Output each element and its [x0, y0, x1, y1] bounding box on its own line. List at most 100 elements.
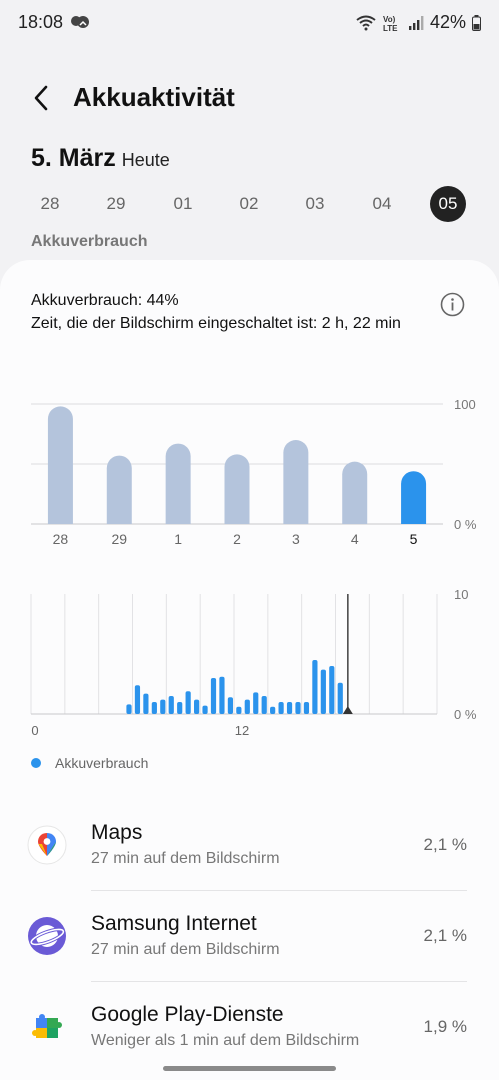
battery-icon — [472, 14, 481, 31]
back-button[interactable] — [24, 80, 58, 116]
usage-card — [0, 260, 499, 1080]
app-list: Maps 27 min auf dem Bildschirm 2,1 % Sam… — [0, 800, 499, 1073]
y-tick-label: 100 — [454, 397, 476, 412]
signal-icon — [408, 15, 424, 30]
hourly-bar — [295, 702, 301, 714]
x-tick-label: 0 — [31, 723, 38, 738]
app-item-google-play-services[interactable]: Google Play-Dienste Weniger als 1 min au… — [0, 982, 499, 1073]
hourly-bar — [261, 696, 267, 714]
hourly-bar — [219, 676, 225, 714]
hourly-bar — [126, 704, 132, 714]
volte-icon: Vo) LTE — [383, 15, 398, 32]
status-bar: 18:08 Vo) LTE 42% — [0, 0, 499, 48]
hourly-bar — [320, 669, 326, 714]
usage-summary: Akkuverbrauch: 44% Zeit, die der Bildsch… — [31, 289, 401, 335]
app-name: Samsung Internet — [91, 912, 257, 935]
header: Akkuaktivität — [0, 72, 499, 124]
x-tick-label: 5 — [410, 531, 418, 547]
hourly-bar — [329, 666, 335, 714]
day-item[interactable]: 04 — [372, 194, 392, 213]
usage-line: Akkuverbrauch: 44% — [31, 292, 179, 309]
hourly-bar — [185, 691, 191, 714]
hourly-bar — [177, 702, 183, 714]
x-tick-label: 4 — [351, 531, 359, 547]
app-percent: 2,1 % — [423, 835, 467, 854]
app-screen-time: Weniger als 1 min auf dem Bildschirm — [91, 1032, 360, 1049]
app-screen-time: 27 min auf dem Bildschirm — [91, 850, 280, 867]
date-heading: 5. März Heute — [31, 144, 170, 173]
daily-bar — [106, 455, 132, 524]
section-label: Akkuverbrauch — [31, 233, 148, 250]
legend-dot — [31, 758, 41, 768]
daily-bar — [165, 443, 191, 524]
hourly-bar — [151, 702, 157, 714]
status-time: 18:08 — [18, 12, 64, 32]
daily-bar — [47, 406, 73, 524]
y-tick-label: 10 — [454, 587, 468, 602]
battery-percent: 42% — [429, 12, 466, 32]
hourly-bar — [194, 699, 200, 714]
app-item-samsung-internet[interactable]: Samsung Internet 27 min auf dem Bildschi… — [0, 891, 499, 982]
hourly-bar — [312, 660, 318, 714]
wifi-icon — [356, 15, 376, 30]
x-tick-label: 29 — [111, 531, 127, 547]
hourly-bar — [168, 696, 174, 714]
x-tick-label: 12 — [235, 723, 249, 738]
x-tick-label: 28 — [53, 531, 69, 547]
app-item-maps[interactable]: Maps 27 min auf dem Bildschirm 2,1 % — [0, 800, 499, 891]
date-sub: Heute — [121, 150, 170, 170]
daily-bar — [224, 454, 250, 524]
x-tick-label: 3 — [292, 531, 300, 547]
notification-icon — [71, 16, 89, 28]
info-icon[interactable] — [440, 292, 465, 317]
maps-pin-icon — [27, 825, 67, 865]
hourly-bar — [160, 699, 166, 714]
x-tick-label: 2 — [233, 531, 241, 547]
hourly-bar — [202, 705, 208, 714]
chart-legend: Akkuverbrauch — [31, 755, 148, 771]
hourly-bar — [244, 699, 250, 714]
legend-label: Akkuverbrauch — [55, 755, 149, 771]
hourly-bar — [337, 682, 343, 714]
page-title: Akkuaktivität — [73, 82, 235, 112]
app-screen-time: 27 min auf dem Bildschirm — [91, 941, 280, 958]
hourly-bar — [227, 697, 233, 714]
day-item[interactable]: 02 — [239, 194, 259, 213]
chevron-left-icon — [34, 85, 48, 111]
day-item[interactable]: 01 — [173, 194, 193, 213]
day-item[interactable]: 03 — [305, 194, 325, 213]
hourly-bar — [236, 706, 242, 714]
app-percent: 1,9 % — [423, 1017, 467, 1036]
planet-icon — [28, 917, 66, 955]
daily-bar — [342, 461, 368, 524]
app-name: Google Play-Dienste — [91, 1003, 284, 1026]
day-item-selected[interactable]: 05 — [430, 186, 466, 222]
divider — [91, 890, 467, 891]
x-tick-label: 1 — [174, 531, 182, 547]
hourly-bar — [253, 692, 259, 714]
navigation-handle[interactable] — [163, 1066, 336, 1071]
daily-bar — [283, 440, 309, 524]
hourly-bar — [286, 702, 293, 714]
y-tick-label: 0 % — [454, 517, 477, 532]
app-percent: 2,1 % — [423, 926, 467, 945]
daily-bar — [401, 471, 427, 524]
app-name: Maps — [91, 821, 143, 844]
divider — [91, 981, 467, 982]
y-tick-label: 0 % — [454, 707, 477, 722]
day-item[interactable]: 29 — [106, 194, 126, 213]
hourly-bar — [278, 702, 284, 714]
status-icons: Vo) LTE 42% — [356, 12, 481, 33]
svg-text:Vo): Vo) — [383, 15, 396, 24]
screen-time-line: Zeit, die der Bildschirm eingeschaltet i… — [31, 315, 401, 332]
date-main: 5. März — [31, 144, 116, 172]
current-time-triangle-icon — [342, 706, 353, 714]
hourly-bar — [143, 693, 149, 714]
hourly-bar — [134, 685, 141, 714]
hourly-bar — [210, 678, 217, 714]
day-selector: 28 29 01 02 03 04 05 — [16, 186, 484, 224]
day-item[interactable]: 28 — [40, 194, 60, 213]
svg-text:LTE: LTE — [383, 24, 398, 32]
puzzle-icon — [32, 1014, 62, 1038]
